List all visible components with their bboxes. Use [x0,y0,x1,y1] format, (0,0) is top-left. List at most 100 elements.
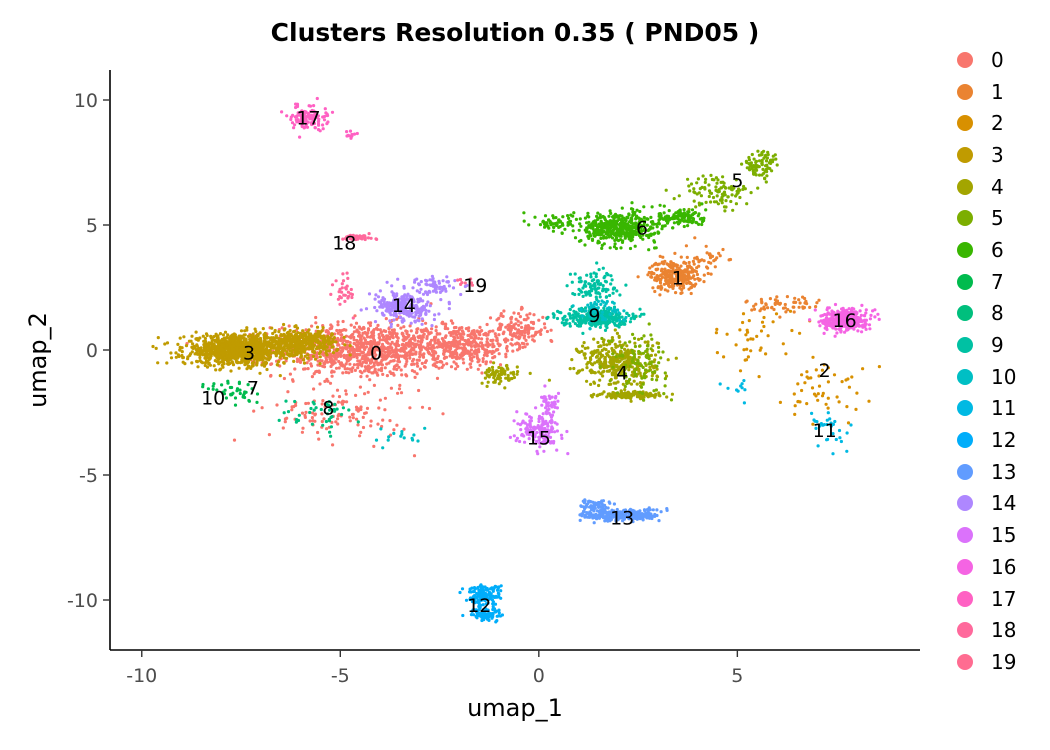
data-point [627,212,631,216]
data-point [181,355,185,360]
data-point [396,391,400,395]
data-point [691,259,696,263]
data-point [793,412,797,416]
data-point [434,357,438,361]
data-point [533,332,538,336]
data-point [704,244,708,248]
data-point [387,330,392,334]
data-point [445,349,449,353]
data-point [421,334,425,338]
data-point [752,171,756,175]
data-point [303,413,307,418]
data-point [509,324,513,329]
data-point [383,408,387,412]
data-point [710,177,715,182]
data-point [778,301,783,305]
data-point [384,317,388,321]
data-point [356,423,360,427]
data-point [640,364,644,368]
data-point [704,177,708,181]
data-point [297,345,301,349]
data-point [802,305,807,310]
data-point [336,323,340,327]
data-point [592,231,596,236]
data-point [278,344,282,348]
data-point [647,357,651,361]
data-point [570,358,574,362]
data-point [474,341,478,345]
data-point [314,339,318,343]
data-point [488,316,493,320]
data-point [666,358,670,362]
data-point [184,344,189,348]
data-point [591,224,595,228]
data-point [626,349,630,353]
data-point [368,378,372,382]
data-point [745,202,749,206]
data-point [608,209,612,213]
data-point [294,403,298,407]
data-point [334,366,339,370]
data-point [454,362,458,366]
data-point [397,387,402,391]
data-point [261,354,265,359]
data-point [518,315,523,319]
data-point [794,300,798,304]
data-point [432,349,436,353]
data-point [303,348,307,352]
data-point [509,342,513,346]
data-point [617,334,621,338]
data-point [348,344,352,348]
data-point [219,367,223,371]
data-point [356,407,360,411]
data-point [452,344,456,348]
data-point [608,246,612,250]
data-point [214,334,218,338]
data-point [709,272,713,276]
data-point [418,355,422,359]
data-point [325,329,329,333]
data-point [696,214,700,218]
data-point [601,374,605,378]
data-point [250,364,254,368]
data-point [746,338,750,342]
data-point [483,376,487,380]
data-point [551,229,556,233]
data-point [620,353,625,357]
data-point [415,361,419,366]
data-point [503,372,507,376]
data-point [726,195,730,199]
data-point [693,236,697,240]
data-point [657,345,661,349]
data-point [618,350,623,354]
data-point [377,332,381,337]
data-point [390,333,395,337]
data-point [702,259,706,263]
data-point [318,362,322,366]
data-point [709,191,714,195]
data-point [659,356,663,360]
data-point [420,405,425,409]
data-point [814,368,818,372]
data-point [288,328,292,333]
data-point [409,329,413,333]
data-point [337,412,341,416]
data-point [376,323,380,327]
data-point [207,342,211,346]
data-point [715,256,719,260]
data-point [351,366,355,370]
data-point [607,364,611,368]
data-point [412,343,416,347]
data-point [735,192,739,196]
data-point [324,360,328,364]
data-point [457,356,461,360]
data-point [612,394,617,398]
data-point [378,328,382,332]
data-point [650,264,654,268]
data-point [220,383,224,387]
data-point [649,333,653,337]
data-point [452,326,457,330]
data-point [356,359,360,363]
data-point [417,336,421,340]
data-point [659,287,663,291]
